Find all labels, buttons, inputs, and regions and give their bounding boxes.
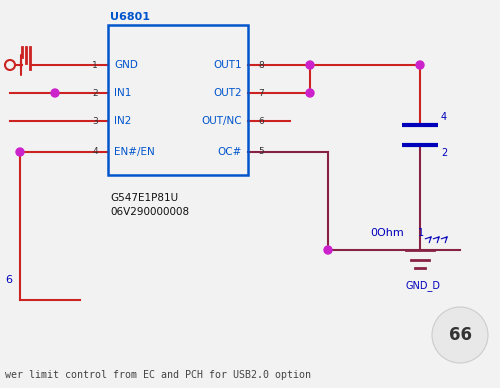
Text: OUT1: OUT1 bbox=[214, 60, 242, 70]
Text: G547E1P81U: G547E1P81U bbox=[110, 193, 178, 203]
Text: 5: 5 bbox=[258, 147, 264, 156]
Text: 66: 66 bbox=[448, 326, 471, 344]
Text: 1: 1 bbox=[418, 228, 424, 238]
Text: 0Ohm: 0Ohm bbox=[370, 228, 404, 238]
Text: U6801: U6801 bbox=[110, 12, 150, 22]
Circle shape bbox=[416, 61, 424, 69]
Circle shape bbox=[51, 89, 59, 97]
Text: 4: 4 bbox=[441, 112, 447, 122]
Text: GND_D: GND_D bbox=[405, 280, 440, 291]
Text: OUT2: OUT2 bbox=[214, 88, 242, 98]
Circle shape bbox=[5, 60, 15, 70]
Text: OC#: OC# bbox=[218, 147, 242, 157]
Text: 6: 6 bbox=[5, 275, 12, 285]
Text: 1: 1 bbox=[92, 61, 98, 69]
Circle shape bbox=[306, 89, 314, 97]
Circle shape bbox=[16, 148, 24, 156]
Text: IN2: IN2 bbox=[114, 116, 132, 126]
Text: IN1: IN1 bbox=[114, 88, 132, 98]
Text: 7: 7 bbox=[258, 88, 264, 97]
Text: GND: GND bbox=[114, 60, 138, 70]
Circle shape bbox=[306, 61, 314, 69]
Text: OUT/NC: OUT/NC bbox=[202, 116, 242, 126]
Circle shape bbox=[432, 307, 488, 363]
Text: 3: 3 bbox=[92, 116, 98, 125]
Text: 4: 4 bbox=[92, 147, 98, 156]
Circle shape bbox=[324, 246, 332, 254]
Text: wer limit control from EC and PCH for USB2.0 option: wer limit control from EC and PCH for US… bbox=[5, 370, 311, 380]
Text: 8: 8 bbox=[258, 61, 264, 69]
Text: 06V290000008: 06V290000008 bbox=[110, 207, 189, 217]
Text: EN#/EN: EN#/EN bbox=[114, 147, 155, 157]
Text: 2: 2 bbox=[441, 148, 448, 158]
Bar bbox=[108, 25, 248, 175]
Text: 6: 6 bbox=[258, 116, 264, 125]
Text: 2: 2 bbox=[92, 88, 98, 97]
